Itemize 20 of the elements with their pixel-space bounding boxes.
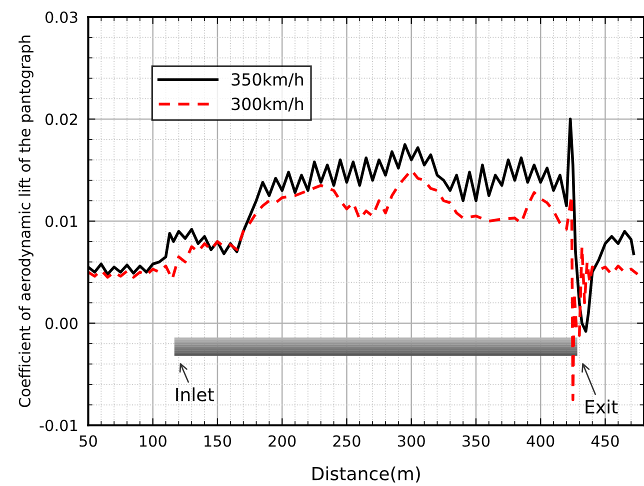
- y-axis-title: Coefficient of aerodynamic lift of the pantograph: [18, 36, 34, 408]
- x-tick-label: 450: [591, 435, 619, 447]
- x-tick-label: 100: [140, 435, 166, 447]
- x-axis-title: Distance(m): [312, 466, 420, 483]
- x-tick-label: 250: [333, 435, 360, 447]
- x-tick-label: 300: [398, 435, 425, 447]
- y-tick-label: 0.00: [45, 318, 78, 330]
- y-tick-label: 0.01: [45, 216, 78, 228]
- y-tick-label: 0.02: [45, 114, 77, 126]
- legend-label: 350km/h: [232, 72, 303, 88]
- y-tick-label: -0.01: [40, 420, 78, 432]
- x-tick-label: 200: [268, 435, 296, 447]
- x-tick-label: 350: [462, 435, 490, 447]
- annotation: Exit: [586, 400, 618, 414]
- x-tick-label: 150: [204, 435, 232, 447]
- y-tick-label: 0.03: [45, 11, 78, 24]
- x-tick-label: 400: [526, 435, 554, 447]
- legend-label: 300km/h: [232, 97, 303, 112]
- x-tick-label: 50: [80, 435, 97, 447]
- annotation: Inlet: [176, 387, 214, 402]
